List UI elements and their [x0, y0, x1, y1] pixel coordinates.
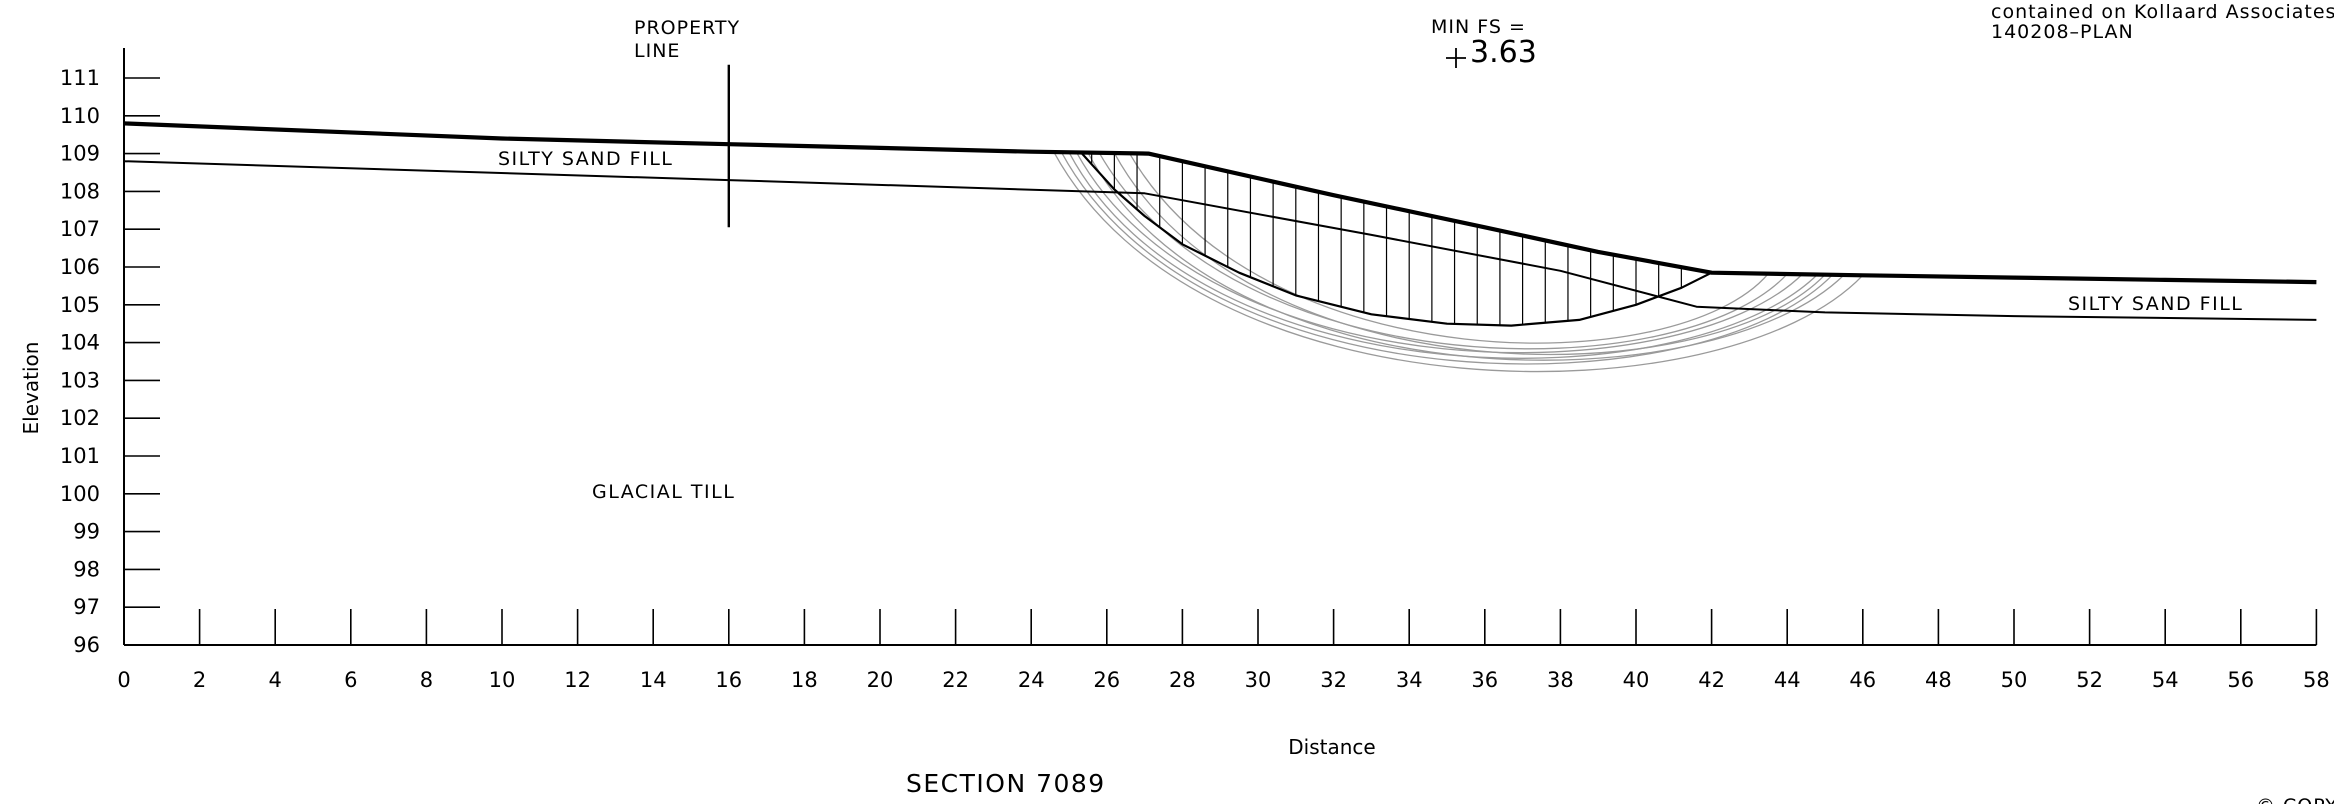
x-tick-label: 12: [564, 668, 591, 692]
x-tick-label: 28: [1169, 668, 1196, 692]
x-tick-label: 20: [867, 668, 894, 692]
y-tick-label: 105: [60, 293, 100, 317]
strata-contact-line: [123, 160, 2317, 321]
x-tick-label: 52: [2076, 668, 2103, 692]
critical-slice-hatching: [1091, 152, 1682, 326]
trial-slip-arc: [1128, 152, 1769, 344]
property-line-label-line1: PROPERTY: [634, 17, 740, 39]
section-profile-lines: [123, 48, 2317, 327]
x-tick-label: 10: [489, 668, 516, 692]
x-tick-label: 2: [193, 668, 206, 692]
x-tick-label: 34: [1396, 668, 1423, 692]
critical-slip-surface: [1079, 150, 1713, 327]
x-tick-label: 50: [2001, 668, 2028, 692]
reference-note-line1: contained on Kollaard Associates Inc: [1991, 1, 2334, 23]
reference-note-line2: 140208–PLAN: [1991, 21, 2134, 43]
x-tick-label: 44: [1774, 668, 1801, 692]
y-tick-label: 100: [60, 482, 100, 506]
y-tick-label: 101: [60, 444, 100, 468]
copyright-fragment: © COPYRI: [2256, 795, 2334, 804]
glacial-till-label: GLACIAL TILL: [592, 481, 735, 503]
x-axis-title: Distance: [1288, 735, 1375, 759]
x-tick-label: 22: [942, 668, 969, 692]
trial-slip-arc: [1053, 151, 1864, 373]
property-line-label-line2: LINE: [634, 40, 680, 62]
min-fs-value: 3.63: [1470, 35, 1537, 70]
x-tick-label: 54: [2152, 668, 2179, 692]
x-tick-label: 48: [1925, 668, 1952, 692]
y-tick-label: 98: [73, 557, 100, 581]
trial-slip-arc: [1075, 152, 1803, 354]
x-tick-label: 14: [640, 668, 667, 692]
y-axis-title: Elevation: [19, 342, 43, 435]
y-tick-label: 99: [73, 520, 100, 544]
x-tick-label: 30: [1245, 668, 1272, 692]
y-tick-label: 97: [73, 595, 100, 619]
y-tick-label: 111: [60, 66, 100, 90]
x-tick-label: 8: [420, 668, 433, 692]
x-tick-label: 42: [1698, 668, 1725, 692]
x-tick-label: 6: [344, 668, 357, 692]
min-fs-label: MIN FS =: [1431, 16, 1526, 38]
trial-slip-arc: [1113, 152, 1826, 356]
trial-slip-arc: [1060, 151, 1834, 365]
section-title: SECTION 7089: [906, 769, 1106, 798]
y-tick-label: 96: [73, 633, 100, 657]
y-tick-label: 103: [60, 368, 100, 392]
reference-note: contained on Kollaard Associates Inc 140…: [1991, 1, 2334, 43]
ground-surface-line: [123, 121, 2317, 285]
silty-sand-fill-label-right: SILTY SAND FILL: [2068, 293, 2243, 315]
y-tick-label: 106: [60, 255, 100, 279]
x-tick-label: 0: [117, 668, 130, 692]
y-tick-label: 109: [60, 142, 100, 166]
x-tick-label: 56: [2227, 668, 2254, 692]
x-tick-label: 24: [1018, 668, 1045, 692]
x-tick-label: 26: [1093, 668, 1120, 692]
x-tick-label: 32: [1320, 668, 1347, 692]
chart-axes: [123, 48, 2318, 646]
silty-sand-fill-label-left: SILTY SAND FILL: [498, 148, 673, 170]
x-tick-label: 58: [2303, 668, 2330, 692]
y-tick-label: 110: [60, 104, 100, 128]
x-tick-label: 4: [269, 668, 282, 692]
y-tick-label: 102: [60, 406, 100, 430]
x-tick-label: 38: [1547, 668, 1574, 692]
y-tick-label: 107: [60, 217, 100, 241]
y-tick-label: 104: [60, 331, 100, 355]
x-tick-label: 36: [1471, 668, 1498, 692]
property-line-label: PROPERTY LINE: [634, 17, 747, 62]
trial-slip-surfaces: [1053, 151, 1864, 373]
trial-slip-arc: [1098, 152, 1788, 350]
x-tick-label: 46: [1849, 668, 1876, 692]
x-tick-label: 40: [1623, 668, 1650, 692]
y-tick-label: 108: [60, 179, 100, 203]
x-tick-label: 18: [791, 668, 818, 692]
tick-labels: 9697989910010110210310410510610710810911…: [60, 66, 2330, 692]
trial-slip-arc: [1087, 152, 1845, 361]
x-tick-label: 16: [715, 668, 742, 692]
